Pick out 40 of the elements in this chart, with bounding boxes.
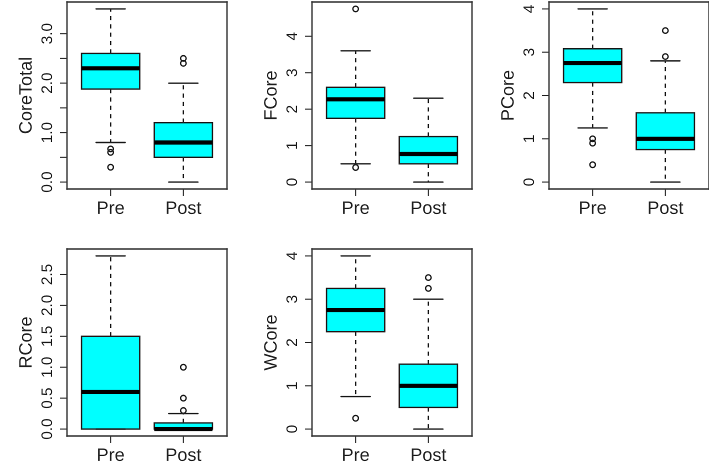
y-tick-label: 0 [523,178,534,186]
y-axis-title: PCore [501,70,514,120]
y-tick-label: 2.5 [41,264,52,284]
y-tick-label: 1 [286,382,298,389]
y-tick-label: 0.0 [41,172,52,192]
y-axis-title: RCore [19,317,32,368]
x-tick-label: Post [166,201,202,214]
x-tick-label: Post [412,448,446,462]
y-tick-label: 2 [286,339,298,346]
y-axis-title: CoreTotal [18,58,32,134]
x-tick-label: Pre [98,201,124,214]
x-tick-label: Post [412,201,446,214]
x-tick-label: Pre [343,448,369,462]
y-tick-label: 3 [286,69,298,76]
y-tick-label: 1 [524,135,534,142]
y-tick-label: 4 [524,5,534,13]
x-tick-label: Pre [580,201,606,214]
y-tick-label: 4 [286,252,298,260]
y-tick-label: 3 [286,296,298,303]
y-tick-label: 2.0 [41,73,52,93]
y-tick-label: 0.5 [41,388,52,408]
x-tick-label: Post [648,201,684,214]
y-axis-title: WCore [264,315,277,371]
y-tick-label: 0 [286,425,298,433]
y-tick-label: 3 [523,48,534,56]
y-tick-label: 0.0 [41,419,52,440]
y-tick-label: 4 [286,32,298,40]
y-tick-label: 2.0 [41,295,52,316]
x-tick-label: Pre [98,448,124,462]
x-tick-label: Post [166,448,202,462]
y-tick-label: 2 [286,106,298,113]
y-axis-title: FCore [264,71,277,120]
x-tick-label: Pre [343,201,369,214]
y-tick-label: 1 [286,142,298,149]
y-tick-label: 3.0 [41,24,52,44]
y-tick-label: 2 [523,92,534,99]
y-tick-label: 1.0 [41,357,52,377]
y-tick-label: 1.5 [42,326,52,346]
y-tick-label: 1.0 [41,122,52,142]
y-tick-label: 0 [286,178,298,186]
